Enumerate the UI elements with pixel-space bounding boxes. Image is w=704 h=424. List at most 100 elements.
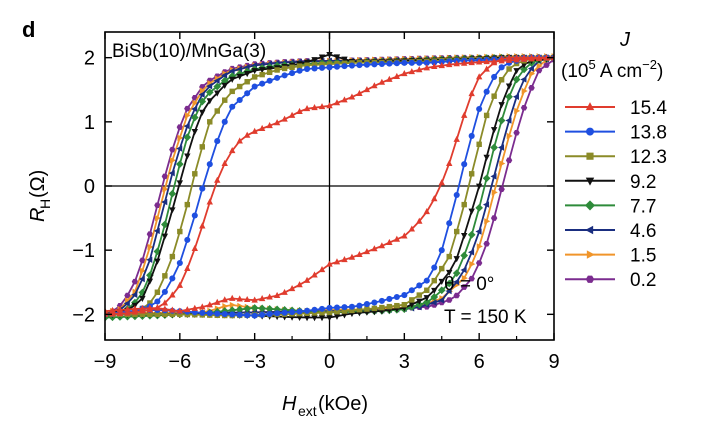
- legend-swatch-marker: [585, 177, 595, 186]
- data-point: [318, 265, 326, 273]
- data-point: [408, 59, 415, 66]
- data-point: [333, 99, 341, 106]
- data-point: [162, 273, 168, 279]
- data-point: [386, 295, 393, 302]
- data-point: [289, 64, 295, 71]
- data-point: [341, 56, 348, 63]
- data-point: [461, 161, 468, 168]
- data-point: [469, 260, 476, 268]
- data-point: [446, 297, 453, 303]
- data-point: [206, 98, 213, 105]
- data-point: [416, 282, 423, 289]
- data-point: [154, 311, 161, 318]
- data-point: [184, 153, 191, 160]
- data-point: [371, 299, 378, 306]
- x-axis-label: H ext (kOe): [282, 393, 368, 419]
- data-point: [191, 212, 198, 219]
- data-point: [394, 302, 400, 309]
- data-point: [483, 58, 490, 65]
- data-point: [229, 294, 236, 301]
- data-point: [520, 76, 527, 83]
- data-point: [274, 310, 281, 317]
- data-point: [124, 309, 131, 316]
- legend-swatch-marker: [585, 102, 595, 111]
- data-point: [356, 302, 363, 309]
- data-point: [386, 238, 393, 245]
- y-tick-label: −1: [72, 240, 95, 262]
- data-point: [326, 304, 333, 311]
- legend-label: 13.8: [630, 123, 667, 144]
- data-point: [258, 67, 266, 74]
- data-point: [505, 117, 512, 124]
- data-point: [221, 118, 228, 125]
- data-point: [311, 57, 318, 64]
- data-point: [446, 269, 453, 276]
- data-point: [192, 171, 198, 177]
- series-15-4: [105, 53, 554, 317]
- data-point: [191, 129, 198, 136]
- data-point: [169, 146, 176, 153]
- data-point: [386, 303, 393, 310]
- data-point: [222, 97, 228, 103]
- data-point: [199, 144, 206, 150]
- data-point: [386, 60, 393, 67]
- data-point: [243, 131, 251, 138]
- data-point: [146, 256, 153, 263]
- data-point: [244, 312, 251, 319]
- data-point: [289, 70, 296, 77]
- data-point: [214, 310, 221, 317]
- data-point: [258, 304, 266, 313]
- data-point: [221, 159, 228, 166]
- data-point: [341, 312, 348, 319]
- data-point: [416, 217, 423, 224]
- data-point: [505, 56, 513, 63]
- data-point: [475, 228, 482, 235]
- data-point: [147, 311, 153, 318]
- data-point: [401, 301, 408, 308]
- data-point: [423, 295, 430, 302]
- data-point: [482, 201, 490, 208]
- data-point: [416, 66, 423, 73]
- data-point: [422, 298, 431, 307]
- data-point: [319, 309, 325, 316]
- data-point: [169, 253, 176, 260]
- data-point: [468, 132, 475, 139]
- data-point: [289, 309, 296, 316]
- data-point: [139, 295, 146, 302]
- data-point: [326, 260, 333, 267]
- data-point: [513, 129, 520, 136]
- legend-header: J (105 A cm−2): [561, 29, 663, 82]
- data-point: [304, 62, 310, 68]
- data-point: [378, 60, 385, 67]
- data-point: [446, 253, 452, 260]
- data-point: [199, 309, 206, 316]
- legend-item: 0.2: [565, 270, 656, 291]
- legend-label: 7.7: [630, 196, 656, 217]
- y-axis-label-main: R: [27, 208, 49, 222]
- data-point: [274, 67, 280, 73]
- data-point: [445, 279, 454, 288]
- data-point: [318, 64, 326, 71]
- legend-unit-mid: A cm: [596, 61, 642, 82]
- data-point: [423, 59, 430, 66]
- data-point: [221, 296, 228, 303]
- data-point: [168, 169, 175, 177]
- data-point: [348, 93, 356, 100]
- legend-swatch-marker: [586, 152, 594, 160]
- data-point: [266, 311, 273, 318]
- data-point: [296, 107, 303, 114]
- data-point: [228, 67, 235, 75]
- data-point: [266, 77, 273, 84]
- data-point: [169, 275, 176, 282]
- data-point: [348, 62, 355, 69]
- legend-item: 1.5: [565, 246, 656, 267]
- data-point: [520, 65, 528, 74]
- data-point: [296, 314, 303, 322]
- data-point: [154, 289, 161, 295]
- data-point: [229, 147, 236, 154]
- data-point: [498, 186, 505, 192]
- data-point: [296, 308, 303, 315]
- data-point: [453, 256, 460, 263]
- data-point: [183, 122, 190, 130]
- data-point: [161, 299, 169, 306]
